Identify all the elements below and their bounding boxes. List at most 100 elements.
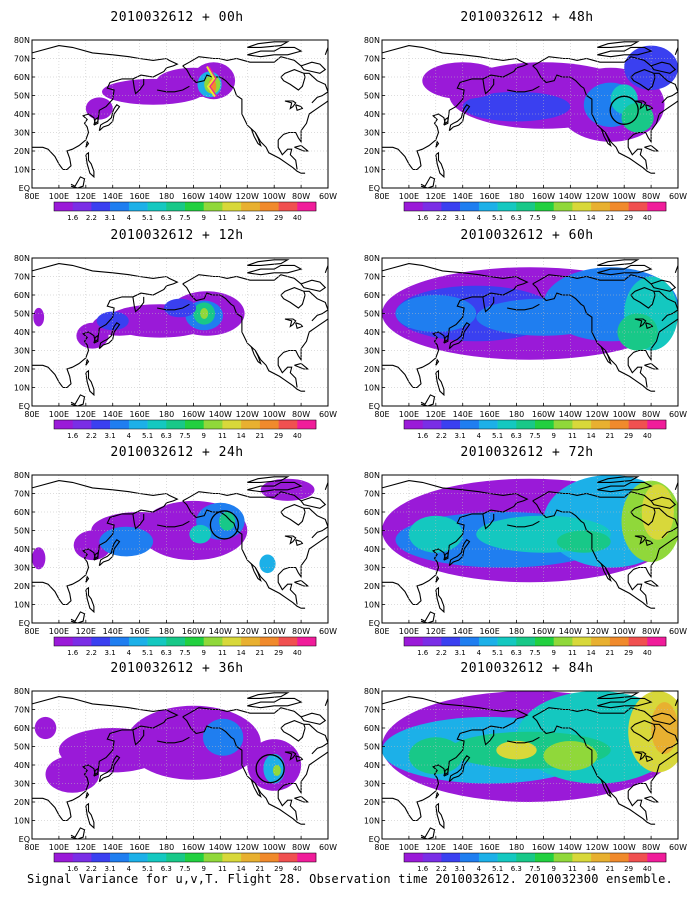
lon-label: 100E <box>49 410 69 419</box>
colorbar-label: 5.1 <box>492 865 503 873</box>
coastline <box>382 276 529 389</box>
lat-label: 60N <box>364 73 380 82</box>
colorbar-label: 11 <box>218 649 227 657</box>
lat-label: 70N <box>14 273 30 282</box>
lon-label: 120W <box>236 627 259 636</box>
lon-label: 100W <box>263 192 286 201</box>
colorbar-label: 4 <box>127 214 132 222</box>
variance-contour <box>200 308 209 319</box>
coastline <box>382 58 529 171</box>
lon-label: 100E <box>399 192 419 201</box>
colorbar-swatch <box>516 202 536 211</box>
lon-label: 80W <box>642 192 660 201</box>
coastline <box>303 507 328 539</box>
lon-label: 160W <box>182 192 205 201</box>
colorbar: 1.6 2.2 3.1 4 5.1 6.3 7.5 9 11 14 21 29 40 <box>53 201 317 222</box>
coastline <box>70 611 86 623</box>
colorbar-swatch <box>128 420 148 429</box>
colorbar-label: 11 <box>218 432 227 440</box>
coastline <box>482 513 495 530</box>
coastline <box>506 736 540 744</box>
colorbar-label: 5.1 <box>142 865 153 873</box>
coastline <box>630 69 656 91</box>
colorbar-label: 29 <box>274 432 283 440</box>
colorbar-label: 7.5 <box>529 865 540 873</box>
colorbar-swatch <box>404 420 423 429</box>
lon-label: 60W <box>669 192 687 201</box>
lat-label: 60N <box>14 724 30 733</box>
coastline <box>132 296 145 313</box>
colorbar-swatch <box>497 853 517 862</box>
coastline <box>630 287 656 309</box>
coastline <box>280 720 306 742</box>
colorbar-swatch <box>166 853 186 862</box>
colorbar-swatch <box>441 202 461 211</box>
lon-label: 100E <box>49 843 69 852</box>
lon-label: 80W <box>642 843 660 852</box>
coastline <box>303 72 328 104</box>
colorbar-label: 21 <box>605 214 614 222</box>
lon-label: 140E <box>103 627 123 636</box>
colorbar-swatch <box>241 420 261 429</box>
colorbar-label: 5.1 <box>492 649 503 657</box>
colorbar-label: 40 <box>643 214 652 222</box>
coastline <box>247 476 290 483</box>
colorbar-swatch <box>278 853 298 862</box>
coastline <box>295 755 304 763</box>
colorbar-label: 14 <box>587 649 596 657</box>
lat-label: 20N <box>364 582 380 591</box>
coastline <box>156 85 190 93</box>
coastline <box>597 481 653 493</box>
coastline <box>482 78 495 95</box>
variance-field <box>382 258 678 406</box>
lat-label: 70N <box>364 273 380 282</box>
colorbar-swatch <box>54 637 73 646</box>
coastline <box>277 139 298 170</box>
lon-label: 140E <box>453 410 473 419</box>
lat-label: 10N <box>14 817 30 826</box>
colorbar-swatch <box>441 420 461 429</box>
colorbar-swatch <box>72 853 92 862</box>
variance-contour <box>102 78 205 105</box>
colorbar-label: 5.1 <box>142 432 153 440</box>
colorbar-label: 14 <box>587 865 596 873</box>
colorbar-swatch <box>572 637 592 646</box>
colorbar-label: 2.2 <box>86 865 97 873</box>
lat-label: 50N <box>364 743 380 752</box>
colorbar-swatch <box>110 420 130 429</box>
coastline <box>597 264 653 276</box>
colorbar-label: 29 <box>274 865 283 873</box>
colorbar-swatch <box>110 202 130 211</box>
lon-label: 100E <box>49 627 69 636</box>
colorbar-label: 11 <box>568 214 577 222</box>
colorbar-label: 14 <box>587 214 596 222</box>
colorbar-label: 29 <box>274 649 283 657</box>
colorbar-swatch <box>478 637 498 646</box>
coastline <box>324 691 328 706</box>
coastline <box>98 539 121 567</box>
lon-label: 60W <box>669 627 687 636</box>
lon-label: 120E <box>76 192 96 201</box>
colorbar-swatch <box>460 420 480 429</box>
colorbar-swatch <box>259 853 279 862</box>
panel-title: 2010032612 + 48h <box>460 10 594 25</box>
coastline <box>85 802 95 830</box>
coastline <box>506 303 540 311</box>
colorbar-label: 2.2 <box>436 865 447 873</box>
lat-label: 10N <box>364 166 380 175</box>
lat-label: EQ <box>19 184 30 193</box>
coastline <box>420 827 436 839</box>
colorbar-label: 14 <box>237 432 246 440</box>
colorbar-swatch <box>185 420 204 429</box>
colorbar: 1.6 2.2 3.1 4 5.1 6.3 7.5 9 11 14 21 29 40 <box>403 852 667 873</box>
colorbar-swatch <box>460 853 480 862</box>
lon-label: 60W <box>669 410 687 419</box>
colorbar-swatch <box>535 853 554 862</box>
panel-00h: 2010032612 + 00h 80N 70N 60N 50N 40N 30N 20N 10… <box>12 10 342 228</box>
panel-title: 2010032612 + 36h <box>110 661 244 676</box>
colorbar: 1.6 2.2 3.1 4 5.1 6.3 7.5 9 11 14 21 29 40 <box>403 419 667 440</box>
colorbar-frame <box>403 636 667 647</box>
colorbar-label: 1.6 <box>417 865 429 873</box>
coastline <box>435 140 440 148</box>
lat-label: 80N <box>14 36 30 45</box>
